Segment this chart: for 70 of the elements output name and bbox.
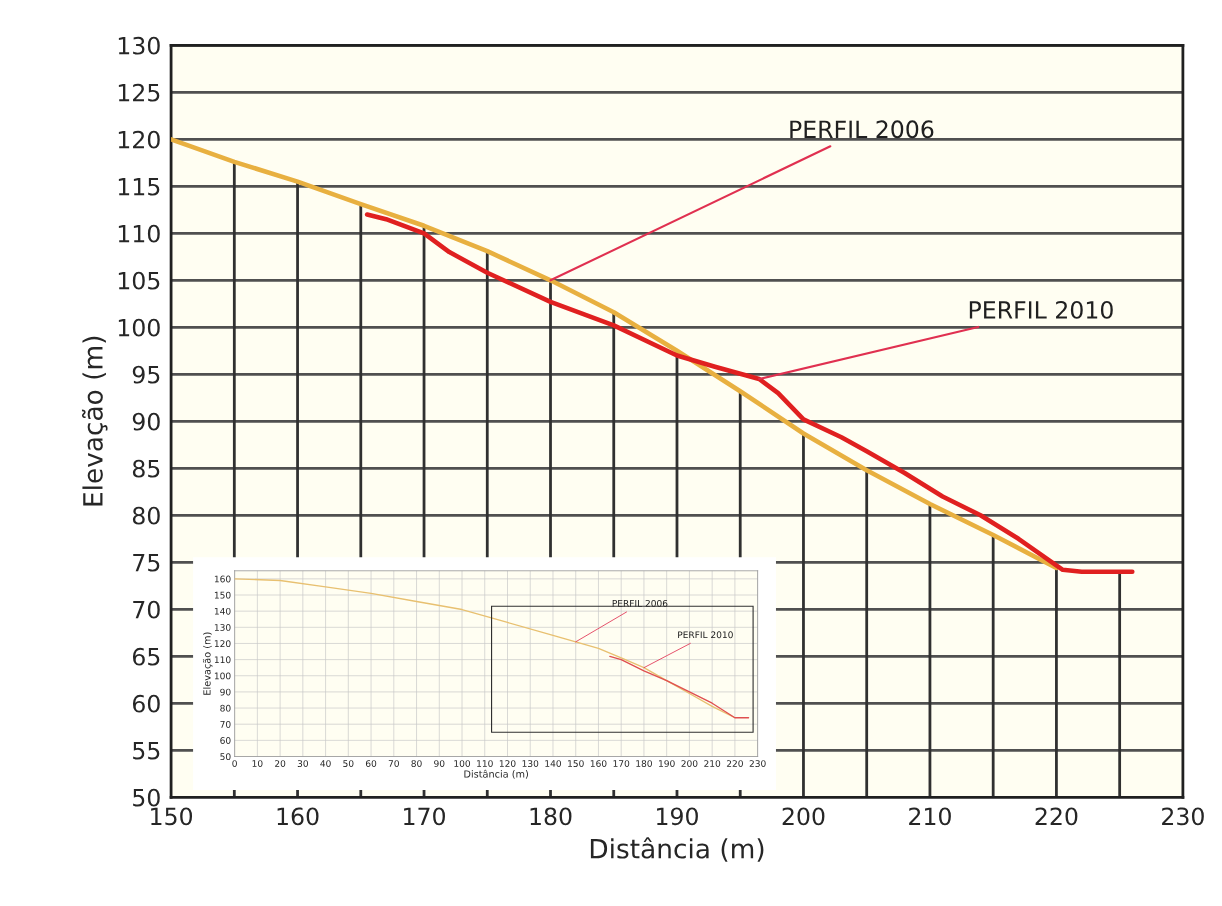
x-tick-label: 160 (277, 807, 319, 826)
y-axis-title: Elevação (m) (81, 336, 108, 506)
y-tick-label: 130 (118, 36, 160, 55)
x-tick-label: 40 (320, 760, 331, 767)
y-tick-label: 120 (118, 130, 160, 149)
y-tick-label: 140 (214, 607, 231, 615)
y-tick-label: 80 (220, 704, 231, 712)
x-tick-label: 210 (909, 807, 951, 826)
y-axis-title: Elevação (m) (202, 632, 213, 695)
y-tick-label: 90 (220, 688, 231, 696)
y-tick-label: 65 (132, 647, 160, 666)
y-tick-label: 100 (214, 672, 231, 680)
x-tick-label: 90 (434, 760, 445, 767)
x-tick-label: 180 (636, 760, 652, 767)
x-tick-label: 100 (454, 760, 471, 767)
x-tick-label: 170 (613, 760, 630, 767)
y-tick-label: 50 (220, 753, 231, 761)
y-tick-label: 70 (133, 600, 160, 619)
x-tick-label: 170 (404, 807, 445, 826)
x-tick-label: 160 (590, 760, 607, 767)
x-axis-title: Distância (m) (590, 837, 764, 862)
x-tick-label: 130 (522, 760, 539, 767)
x-tick-label: 80 (411, 760, 422, 767)
x-tick-label: 70 (388, 760, 399, 767)
y-tick-label: 110 (214, 656, 231, 664)
x-tick-label: 50 (343, 760, 354, 767)
y-tick-label: 80 (132, 506, 160, 525)
x-tick-label: 230 (1162, 807, 1204, 826)
x-tick-label: 200 (782, 807, 825, 826)
y-tick-label: 60 (220, 737, 231, 744)
x-tick-label: 210 (704, 760, 721, 767)
y-tick-label: 60 (132, 694, 160, 713)
x-tick-label: 220 (726, 760, 743, 767)
x-tick-label: 180 (530, 807, 572, 826)
y-tick-label: 115 (118, 178, 160, 196)
annotation: PERFIL 2010 (969, 301, 1113, 319)
annotation: PERFIL 2006 (612, 599, 668, 607)
y-tick-label: 90 (132, 412, 160, 431)
x-tick-label: 190 (659, 760, 675, 767)
x-tick-label: 190 (657, 807, 698, 826)
x-tick-label: 230 (749, 760, 766, 767)
y-tick-label: 110 (118, 224, 160, 243)
x-tick-label: 150 (151, 807, 193, 826)
y-tick-label: 75 (133, 554, 160, 572)
y-tick-label: 105 (118, 271, 160, 290)
y-tick-label: 125 (118, 83, 160, 102)
y-tick-label: 120 (214, 640, 231, 648)
annotation: PERFIL 2006 (790, 120, 934, 139)
x-tick-label: 120 (499, 760, 516, 767)
y-tick-label: 95 (132, 365, 160, 384)
x-tick-label: 220 (1035, 807, 1078, 826)
y-tick-label: 130 (214, 624, 231, 631)
y-tick-label: 55 (133, 742, 160, 760)
y-tick-label: 85 (132, 459, 160, 478)
x-tick-label: 200 (681, 760, 698, 767)
y-tick-label: 150 (214, 591, 231, 599)
y-tick-label: 50 (133, 788, 160, 807)
x-tick-label: 30 (297, 760, 308, 767)
x-tick-label: 110 (477, 760, 493, 767)
annotation: PERFIL 2010 (678, 631, 733, 639)
x-tick-label: 10 (252, 760, 263, 767)
y-tick-label: 100 (118, 318, 160, 337)
x-tick-label: 0 (232, 760, 237, 767)
x-tick-label: 150 (568, 760, 584, 767)
x-tick-label: 60 (365, 760, 377, 767)
y-tick-label: 70 (220, 720, 231, 728)
x-tick-label: 140 (545, 760, 561, 767)
x-tick-label: 20 (275, 760, 286, 767)
x-axis-title: Distância (m) (464, 769, 528, 779)
y-tick-label: 160 (214, 575, 231, 583)
